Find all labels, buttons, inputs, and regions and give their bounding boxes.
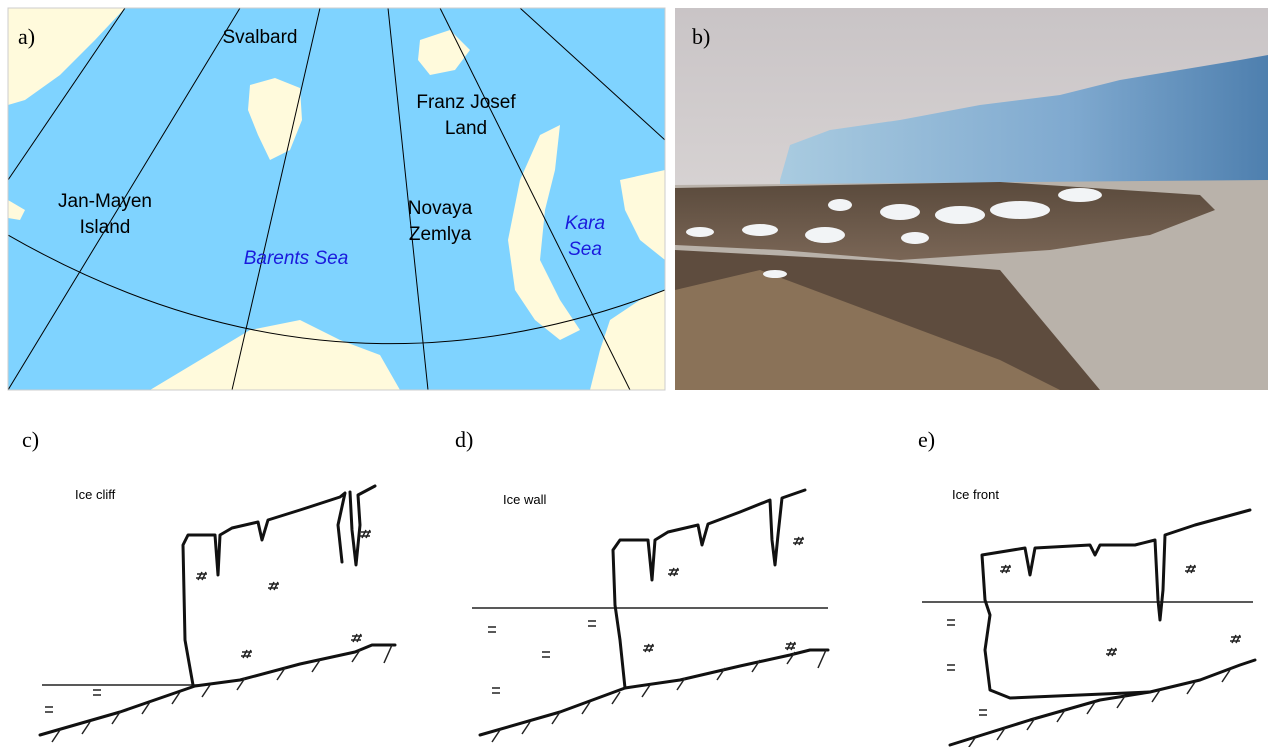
panel-label: e) [918,427,935,452]
place-label: Land [445,118,487,139]
sketch-ice-wall [472,490,828,742]
place-label: Svalbard [223,27,298,48]
sketch-label: Ice cliff [75,487,116,502]
panel-label: b) [692,24,710,49]
sketch-label: Ice front [952,487,999,502]
sketch-label: Ice wall [503,492,546,507]
sketch-ice-cliff [40,486,395,742]
photo [675,8,1268,390]
panel-label: a) [18,24,35,49]
sketch-ice-front [922,510,1255,747]
figure: a) b) c) d) e) Svalbard Franz Josef Land Jan-May… [0,0,1276,747]
sea-label: Sea [568,239,602,260]
sea-label: Barents Sea [244,248,349,269]
place-label: Franz Josef [416,92,516,113]
place-label: Novaya [408,198,473,219]
place-label: Island [80,217,131,238]
place-label: Jan-Mayen [58,191,152,212]
sea-label: Kara [565,213,605,234]
panel-label: c) [22,427,39,452]
panel-label: d) [455,427,473,452]
place-label: Zemlya [409,224,472,245]
